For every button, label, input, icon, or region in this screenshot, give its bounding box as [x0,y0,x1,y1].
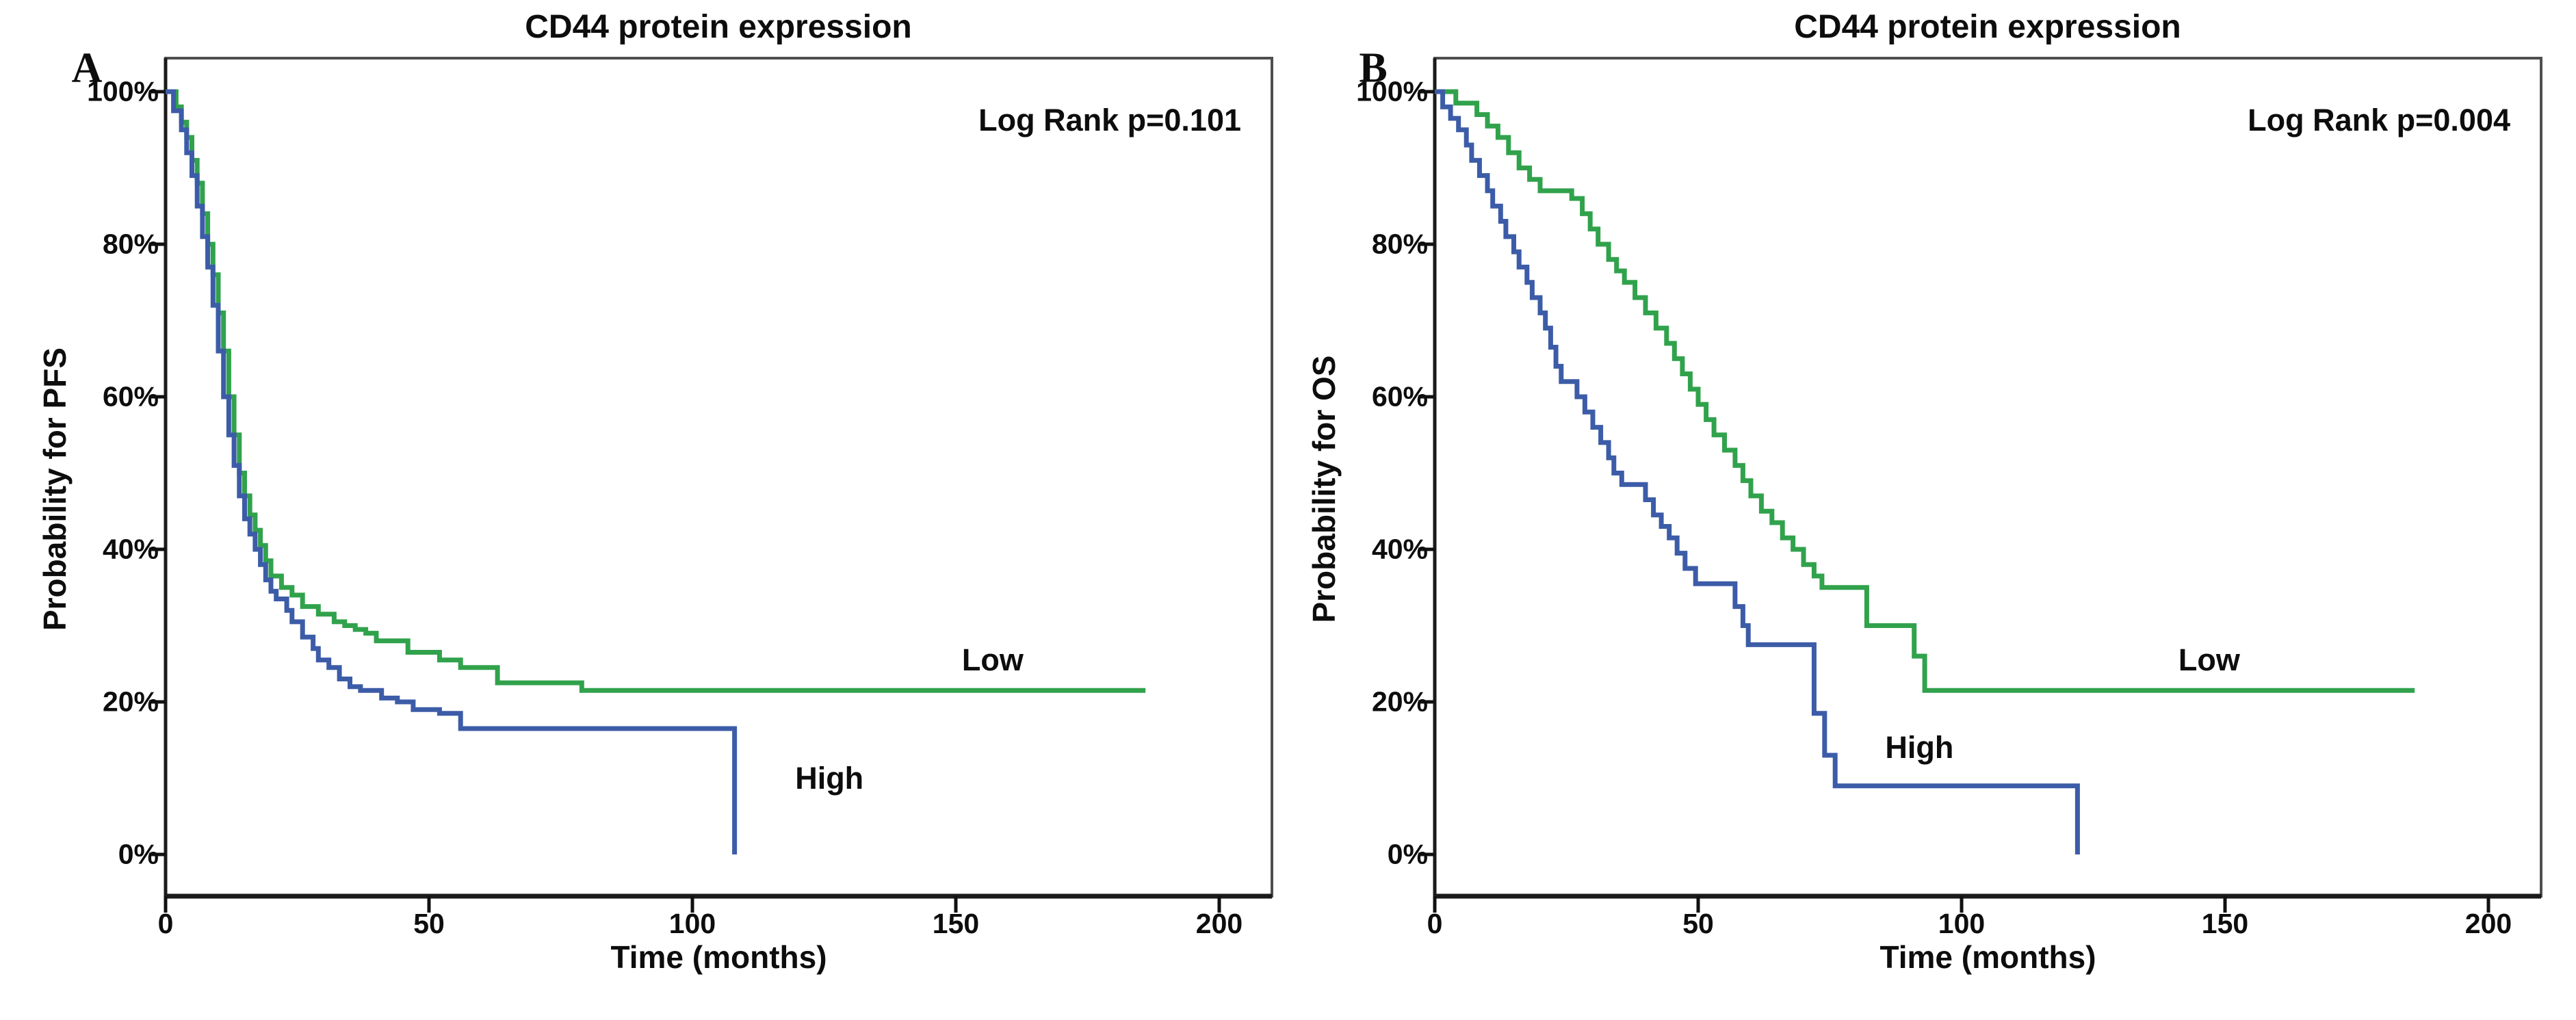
x-tick-label: 100 [1938,908,1986,939]
y-tick-label: 80% [1371,228,1428,260]
panel-title-A: CD44 protein expression [525,9,912,45]
y-tick-label: 0% [118,838,159,870]
panel-letter-B: B [1359,44,1388,92]
series-high-path-A [166,89,738,854]
logrank-annotation-A: Log Rank p=0.101 [978,103,1241,138]
x-tick-label: 150 [2201,908,2249,939]
panel-title-B: CD44 protein expression [1794,9,2181,45]
y-tick-label: 40% [102,533,159,565]
y-tick-label: 100% [1356,75,1428,107]
y-tick-label: 20% [1371,685,1428,718]
y-tick-label: 80% [102,228,159,260]
x-axis-title-B: Time (months) [1879,939,2096,975]
curve-label-high-B: High [1885,729,1954,765]
x-axis-title-A: Time (months) [610,939,827,975]
x-tick-label: 200 [1195,908,1243,939]
panel-letter-A: A [71,44,103,92]
y-tick-label: 40% [1371,533,1428,565]
series-low-path-B [1435,89,2415,693]
x-tick-label: 100 [668,908,716,939]
plot-box-A [164,57,1273,898]
x-tick-label: 0 [1427,908,1443,939]
plot-box-B [1433,57,2542,898]
x-tick-label: 0 [157,908,174,939]
series-low-path-A [166,89,1146,693]
curve-label-low-B: Low [2178,642,2240,677]
y-tick-label: 60% [102,380,159,413]
x-tick-label: 150 [932,908,980,939]
logrank-annotation-B: Log Rank p=0.004 [2248,103,2510,138]
curve-label-low-A: Low [961,642,1024,677]
x-tick-label: 200 [2464,908,2512,939]
y-tick-label: 100% [87,75,159,107]
x-tick-label: 50 [1682,908,1714,939]
series-high-path-B [1435,89,2080,854]
x-tick-label: 50 [413,908,445,939]
y-tick-label: 60% [1371,380,1428,413]
y-tick-label: 0% [1387,838,1428,870]
curve-label-high-A: High [795,760,864,796]
y-tick-label: 20% [102,685,159,718]
